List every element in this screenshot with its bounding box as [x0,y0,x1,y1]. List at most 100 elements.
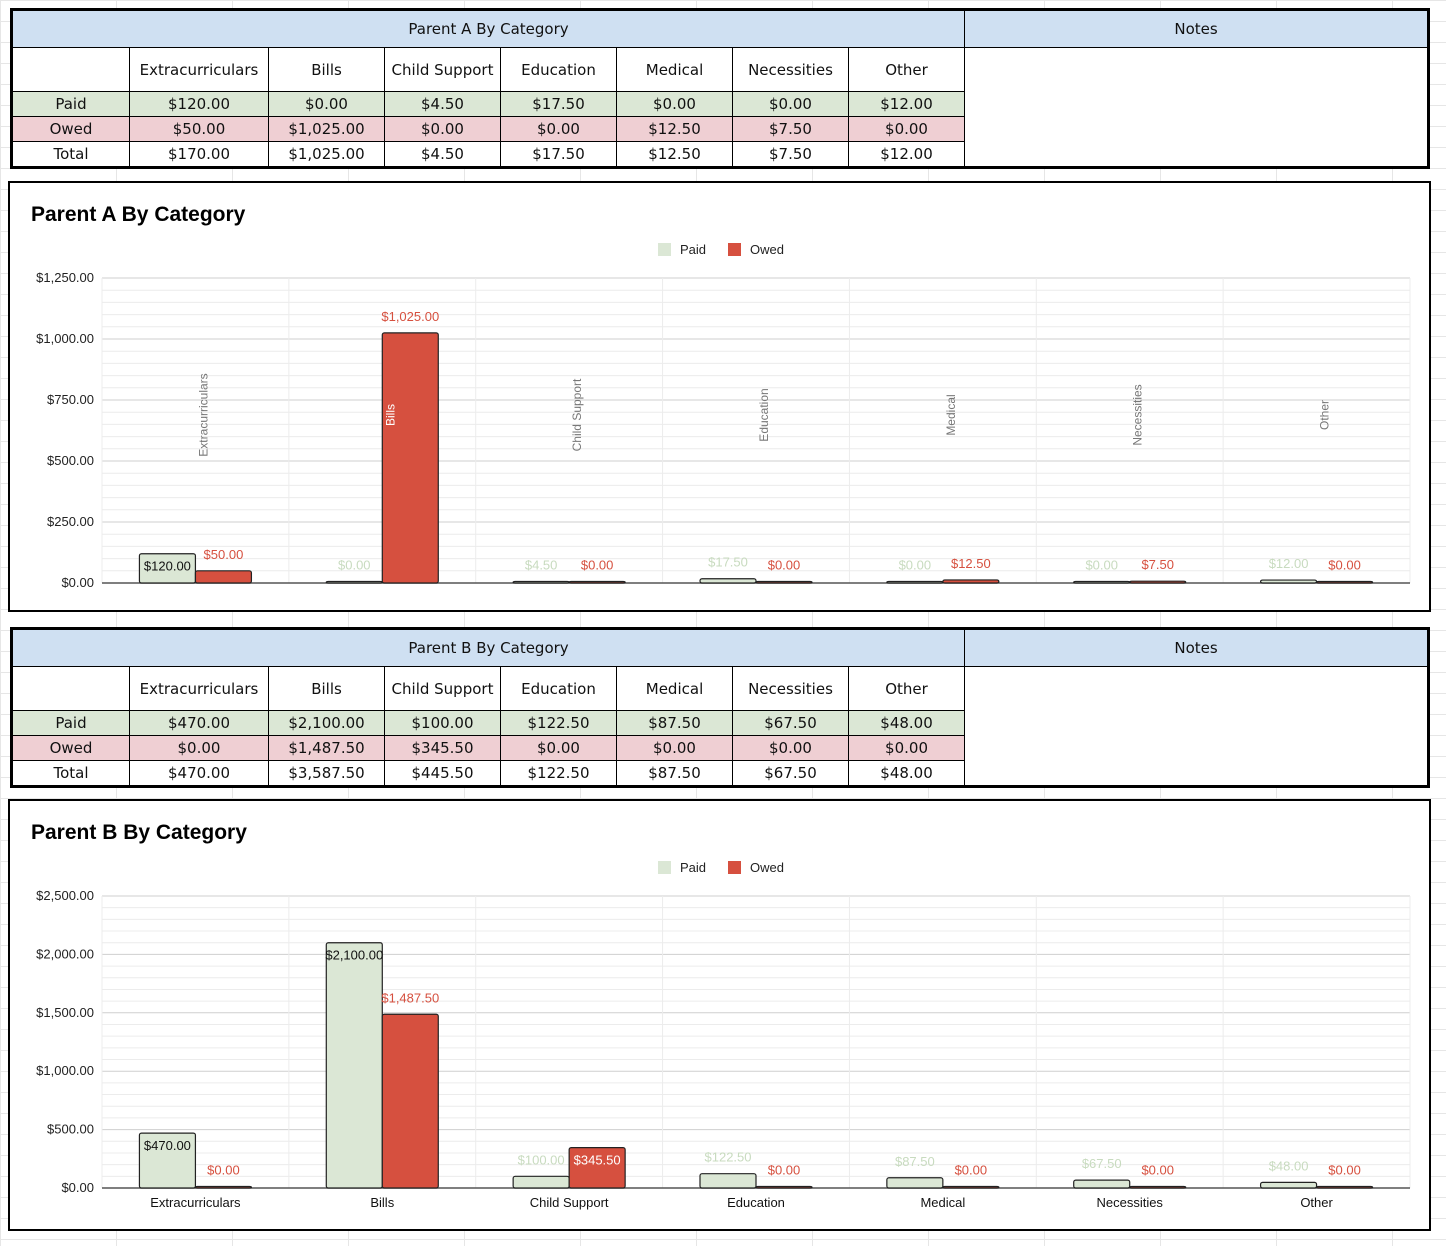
row-label-paid[interactable]: Paid [11,91,130,117]
table-cell[interactable]: $48.00 [847,710,966,736]
table-cell[interactable]: $3,587.50 [268,760,385,787]
data-label-owed: $0.00 [1328,1163,1361,1178]
bar-paid [138,1132,197,1189]
bar-owed [194,1185,253,1189]
table-cell[interactable]: $48.00 [847,760,966,787]
bar-owed [1129,1185,1187,1189]
table-cell[interactable]: $470.00 [129,710,269,736]
data-label-paid: $48.00 [1269,1158,1309,1173]
table-cell[interactable]: $87.50 [616,710,733,736]
table-cell[interactable]: $0.00 [732,91,849,117]
table-cell[interactable]: $67.50 [732,710,849,736]
table-cell[interactable]: $0.00 [616,735,733,761]
col-header[interactable]: Extracurriculars [129,666,269,711]
row-label-paid[interactable]: Paid [11,710,130,736]
x-category-label: Extracurriculars [150,1195,241,1210]
table-cell[interactable]: $0.00 [268,91,385,117]
parent-b-chart-plot: $0.00 $500.00 $1,000.00 $1,500.00 $2,000.00 $… [36,860,1411,1210]
col-header[interactable]: Medical [616,47,733,92]
table-cell[interactable]: $120.00 [129,91,269,117]
bar-owed [755,1185,813,1189]
table-cell[interactable]: $4.50 [384,141,501,168]
table-cell[interactable]: $0.00 [847,735,966,761]
table-cell[interactable]: $7.50 [732,141,849,168]
table-cell[interactable]: $50.00 [129,116,269,142]
col-header[interactable]: Other [847,666,966,711]
table-cell[interactable]: $67.50 [732,760,849,787]
row-label-owed[interactable]: Owed [11,735,130,761]
col-header[interactable]: Child Support [384,666,501,711]
bar-paid [699,1173,757,1189]
data-label-paid: $122.50 [705,1150,752,1165]
col-header[interactable]: Medical [616,666,733,711]
col-header[interactable]: Extracurriculars [129,47,269,92]
data-label-paid: $0.00 [1085,558,1118,573]
table-cell[interactable]: $122.50 [500,710,617,736]
data-label-owed: $345.50 [574,1153,621,1168]
col-header[interactable]: Necessities [732,47,849,92]
data-label-owed: $7.50 [1141,557,1174,572]
bar-owed [381,1013,439,1189]
x-category-label: Bills [383,404,397,426]
y-tick-label: $500.00 [47,1122,94,1137]
data-label-owed: $1,025.00 [381,309,439,324]
corner-cell[interactable] [11,666,130,711]
y-tick-label: $750.00 [47,392,94,407]
row-label-total[interactable]: Total [11,141,130,168]
table-cell[interactable]: $0.00 [500,735,617,761]
table-cell[interactable]: $12.50 [616,141,733,168]
table-cell[interactable]: $17.50 [500,91,617,117]
legend-swatch-paid [658,243,671,256]
x-category-label: Bills [370,1195,394,1210]
x-category-label: Medical [920,1195,965,1210]
table-cell[interactable]: $0.00 [847,116,966,142]
parent-a-notes-cell[interactable] [964,47,1429,168]
table-cell[interactable]: $470.00 [129,760,269,787]
parent-b-notes-cell[interactable] [964,666,1429,787]
y-tick-label: $1,000.00 [36,1063,94,1078]
table-cell[interactable]: $12.00 [847,141,966,168]
table-cell[interactable]: $170.00 [129,141,269,168]
table-cell[interactable]: $122.50 [500,760,617,787]
data-label-owed: $50.00 [204,547,244,562]
data-label-paid: $17.50 [708,555,748,570]
col-header[interactable]: Bills [268,47,385,92]
table-cell[interactable]: $0.00 [129,735,269,761]
parent-a-chart[interactable]: Parent A By Category $0.00 $250.00 $500.00… [8,181,1431,612]
col-header[interactable]: Other [847,47,966,92]
col-header[interactable]: Bills [268,666,385,711]
row-label-owed[interactable]: Owed [11,116,130,142]
data-label-paid: $87.50 [895,1154,935,1169]
col-header[interactable]: Necessities [732,666,849,711]
table-cell[interactable]: $445.50 [384,760,501,787]
y-tick-label: $250.00 [47,514,94,529]
table-cell[interactable]: $2,100.00 [268,710,385,736]
col-header[interactable]: Education [500,666,617,711]
row-label-total[interactable]: Total [11,760,130,787]
bar-owed [381,332,439,584]
y-tick-label: $0.00 [61,575,94,590]
table-cell[interactable]: $0.00 [384,116,501,142]
col-header[interactable]: Child Support [384,47,501,92]
table-cell[interactable]: $12.50 [616,116,733,142]
bar-paid [886,1177,944,1189]
table-cell[interactable]: $1,487.50 [268,735,385,761]
bar-owed [1315,1185,1374,1189]
table-cell[interactable]: $12.00 [847,91,966,117]
parent-b-chart[interactable]: Parent B By Category $0.00 $500.00 $1,000.… [8,799,1431,1231]
table-cell[interactable]: $87.50 [616,760,733,787]
table-cell[interactable]: $0.00 [732,735,849,761]
table-cell[interactable]: $0.00 [616,91,733,117]
table-cell[interactable]: $100.00 [384,710,501,736]
table-cell[interactable]: $4.50 [384,91,501,117]
table-cell[interactable]: $7.50 [732,116,849,142]
table-cell[interactable]: $1,025.00 [268,116,385,142]
table-cell[interactable]: $345.50 [384,735,501,761]
table-cell[interactable]: $17.50 [500,141,617,168]
legend-swatch-owed [728,861,741,874]
corner-cell[interactable] [11,47,130,92]
col-header[interactable]: Education [500,47,617,92]
chart-title: Parent A By Category [31,203,246,226]
table-cell[interactable]: $0.00 [500,116,617,142]
table-cell[interactable]: $1,025.00 [268,141,385,168]
